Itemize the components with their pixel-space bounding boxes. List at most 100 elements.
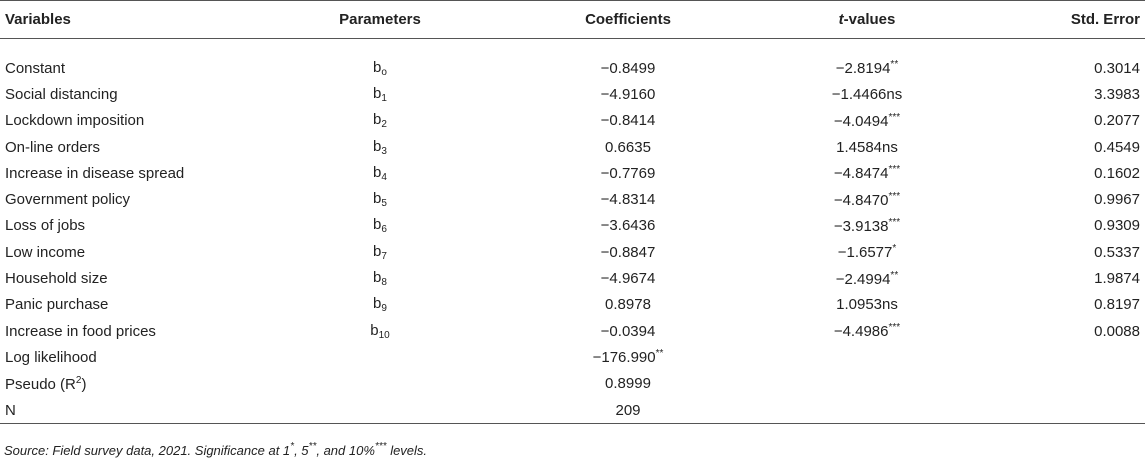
table-cell: b10 [300, 318, 460, 344]
text-segment: b [373, 84, 382, 102]
table-cell: 3.3983 [1094, 85, 1140, 103]
text-segment: −4.0494 [833, 112, 889, 130]
table-cell: −3.6436 [600, 217, 656, 235]
table-cell: Lockdown imposition [5, 112, 145, 130]
table-cell: 1.4584ns [836, 138, 898, 156]
table-cell: b5 [300, 186, 460, 212]
table-cell: Low income [5, 243, 86, 261]
table-cell: 0.3014 [1094, 59, 1140, 77]
table-cell: b9 [300, 292, 460, 318]
text-segment: b [373, 58, 382, 76]
text-segment: b [373, 269, 382, 287]
text-segment: b [373, 242, 382, 260]
table-cell: −4.4986*** [796, 318, 938, 344]
text-segment: *** [888, 111, 901, 123]
table-cell: 0.1602 [1094, 164, 1140, 182]
text-segment: −2.8194 [835, 60, 891, 78]
table-cell: 0.2077 [1094, 112, 1140, 130]
table-cell: −0.7769 [600, 164, 656, 182]
header-cell: Variables [0, 0, 300, 39]
text-segment: , and 10% [316, 443, 375, 459]
header-cell: t-values [796, 0, 938, 39]
table-cell: −0.8847 [600, 243, 656, 261]
table-cell: 0.8999 [605, 375, 651, 393]
table-cell [938, 371, 1145, 397]
table-cell: b2 [300, 108, 460, 134]
table-cell: 0.4549 [1094, 138, 1140, 156]
table-row: Log likelihood −176.990** [0, 344, 1145, 370]
table-cell: b1 [300, 81, 460, 107]
table-cell: On-line orders [5, 138, 101, 156]
table-cell: −2.8194** [796, 39, 938, 82]
text-segment: ** [308, 441, 317, 453]
table-row: Panic purchase b9 0.8978 1.0953ns 0.8197 [0, 292, 1145, 318]
table-cell: 1.0953ns [836, 296, 898, 314]
table-row: Government policy b5 −4.8314 −4.8470*** 0.99… [0, 186, 1145, 212]
table-cell: Panic purchase [5, 296, 109, 314]
table-row: Loss of jobs b6 −3.6436 −3.9138*** 0.9309 [0, 213, 1145, 239]
text-segment: 5 [381, 198, 387, 210]
table-cell: −4.9160 [600, 85, 656, 103]
header-cell: Parameters [300, 0, 460, 39]
table-cell: 0.8197 [1094, 296, 1140, 314]
header-cell: Coefficients [460, 0, 796, 39]
text-segment: b [370, 321, 379, 339]
table-cell: Constant [5, 59, 66, 77]
text-segment: b [373, 295, 382, 313]
table-cell: 0.9967 [1094, 191, 1140, 209]
table-cell: −4.8474*** [796, 160, 938, 186]
table-cell: −4.0494*** [796, 108, 938, 134]
table-row: Lockdown imposition b2 −0.8414 −4.0494*** 0.… [0, 108, 1145, 134]
text-segment: 6 [381, 224, 387, 236]
table-cell: −2.4994** [796, 265, 938, 291]
table-cell: −4.9674 [600, 270, 656, 288]
text-segment: * [892, 243, 897, 255]
text-segment: ** [655, 348, 664, 360]
table-cell [938, 397, 1145, 424]
text-segment: b [373, 163, 382, 181]
table-cell: Loss of jobs [5, 217, 86, 235]
table-cell: −4.8470*** [796, 186, 938, 212]
table-cell: b6 [300, 213, 460, 239]
table-cell: Social distancing [5, 85, 118, 103]
text-segment: 2 [75, 374, 82, 386]
table-cell [796, 371, 938, 397]
table-cell [796, 397, 938, 424]
text-segment: −4.8474 [833, 165, 889, 183]
text-segment: −4.8470 [833, 191, 889, 209]
text-segment: ) [81, 375, 87, 393]
table-cell [938, 344, 1145, 370]
table-cell: Pseudo (R2) [0, 371, 300, 397]
table-cell: 0.8978 [605, 296, 651, 314]
table-cell: 0.5337 [1094, 243, 1140, 261]
text-segment: 3 [381, 145, 387, 157]
text-segment: * [290, 441, 295, 453]
text-segment: o [381, 66, 387, 78]
text-segment: −3.9138 [833, 217, 889, 235]
header-row: Variables Parameters Coefficients t-values S… [0, 0, 1145, 39]
table-cell: bo [300, 39, 460, 82]
table-cell: −4.8314 [600, 191, 656, 209]
table-row: N 209 [0, 397, 1145, 424]
table-cell: Increase in food prices [5, 322, 156, 340]
text-segment: −2.4994 [835, 270, 891, 288]
text-segment: b [373, 190, 382, 208]
table-cell: 1.9874 [1094, 270, 1140, 288]
table-cell: −0.8414 [600, 112, 656, 130]
text-segment: t [838, 11, 844, 28]
text-segment: *** [888, 164, 901, 176]
table-cell: −3.9138*** [796, 213, 938, 239]
text-segment: −176.990 [592, 349, 656, 367]
table-row: Low income b7 −0.8847 −1.6577* 0.5337 [0, 239, 1145, 265]
table-cell [796, 344, 938, 370]
text-segment: −1.6577 [837, 244, 893, 262]
table-cell: −176.990** [460, 344, 796, 370]
table-row: Increase in food prices b10 −0.0394 −4.4986… [0, 318, 1145, 344]
table-cell: Increase in disease spread [5, 164, 185, 182]
text-segment: Pseudo (R [5, 375, 76, 393]
table-cell: Log likelihood [5, 348, 97, 366]
table-row: On-line orders b3 0.6635 1.4584ns 0.4549 [0, 134, 1145, 160]
table-cell: 209 [615, 401, 641, 419]
header-cell: Std. Error [938, 0, 1145, 39]
